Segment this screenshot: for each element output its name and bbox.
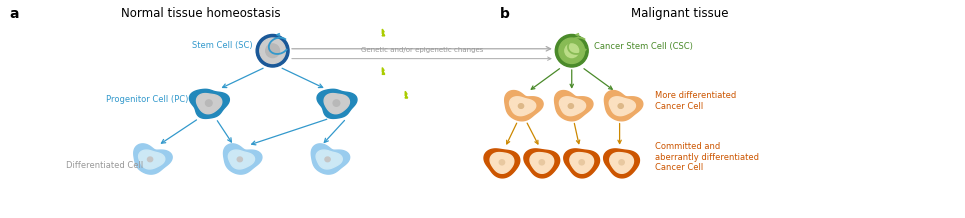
Ellipse shape [579, 160, 585, 165]
Circle shape [256, 34, 290, 67]
Polygon shape [610, 153, 633, 173]
Text: Malignant tissue: Malignant tissue [631, 7, 729, 20]
Text: Cancer Stem Cell (CSC): Cancer Stem Cell (CSC) [593, 42, 693, 51]
Text: Normal tissue homeostasis: Normal tissue homeostasis [121, 7, 281, 20]
Polygon shape [229, 150, 255, 169]
Text: b: b [500, 7, 510, 21]
Polygon shape [530, 153, 554, 173]
Ellipse shape [539, 160, 544, 165]
Polygon shape [312, 144, 349, 174]
Polygon shape [317, 150, 343, 169]
Polygon shape [197, 94, 222, 114]
Ellipse shape [619, 104, 623, 108]
Polygon shape [510, 97, 536, 116]
Ellipse shape [619, 160, 624, 165]
Circle shape [559, 38, 585, 63]
Ellipse shape [206, 100, 212, 106]
Text: Differentiated Cell: Differentiated Cell [66, 161, 143, 170]
Polygon shape [224, 144, 262, 174]
Polygon shape [317, 89, 357, 118]
Circle shape [260, 38, 286, 63]
Circle shape [265, 44, 280, 58]
Ellipse shape [518, 104, 524, 108]
Ellipse shape [568, 104, 573, 108]
Polygon shape [134, 144, 172, 174]
Polygon shape [382, 68, 385, 74]
Ellipse shape [237, 157, 242, 162]
Polygon shape [490, 153, 513, 173]
Polygon shape [324, 94, 349, 114]
Circle shape [555, 34, 589, 67]
Polygon shape [405, 91, 407, 98]
Polygon shape [564, 149, 599, 178]
Text: Genetic and/or epigenetic changes: Genetic and/or epigenetic changes [361, 47, 483, 53]
Polygon shape [505, 90, 543, 121]
Ellipse shape [499, 160, 505, 165]
Text: a: a [10, 7, 19, 21]
Circle shape [565, 44, 579, 58]
Polygon shape [604, 90, 643, 121]
Polygon shape [524, 149, 560, 178]
Polygon shape [560, 97, 586, 116]
Ellipse shape [325, 157, 330, 162]
Text: More differentiated
Cancer Cell: More differentiated Cancer Cell [654, 91, 735, 111]
Polygon shape [555, 90, 593, 121]
Polygon shape [570, 153, 593, 173]
Ellipse shape [333, 100, 340, 106]
Ellipse shape [148, 157, 152, 162]
Polygon shape [382, 29, 385, 36]
Text: Progenitor Cell (PC): Progenitor Cell (PC) [106, 95, 189, 104]
Polygon shape [189, 89, 230, 118]
Polygon shape [484, 149, 520, 178]
Polygon shape [604, 149, 640, 178]
Text: Stem Cell (SC): Stem Cell (SC) [192, 41, 253, 50]
Polygon shape [139, 150, 165, 169]
Text: Committed and
aberrantly differentiated
Cancer Cell: Committed and aberrantly differentiated … [654, 143, 758, 172]
Polygon shape [609, 97, 635, 116]
